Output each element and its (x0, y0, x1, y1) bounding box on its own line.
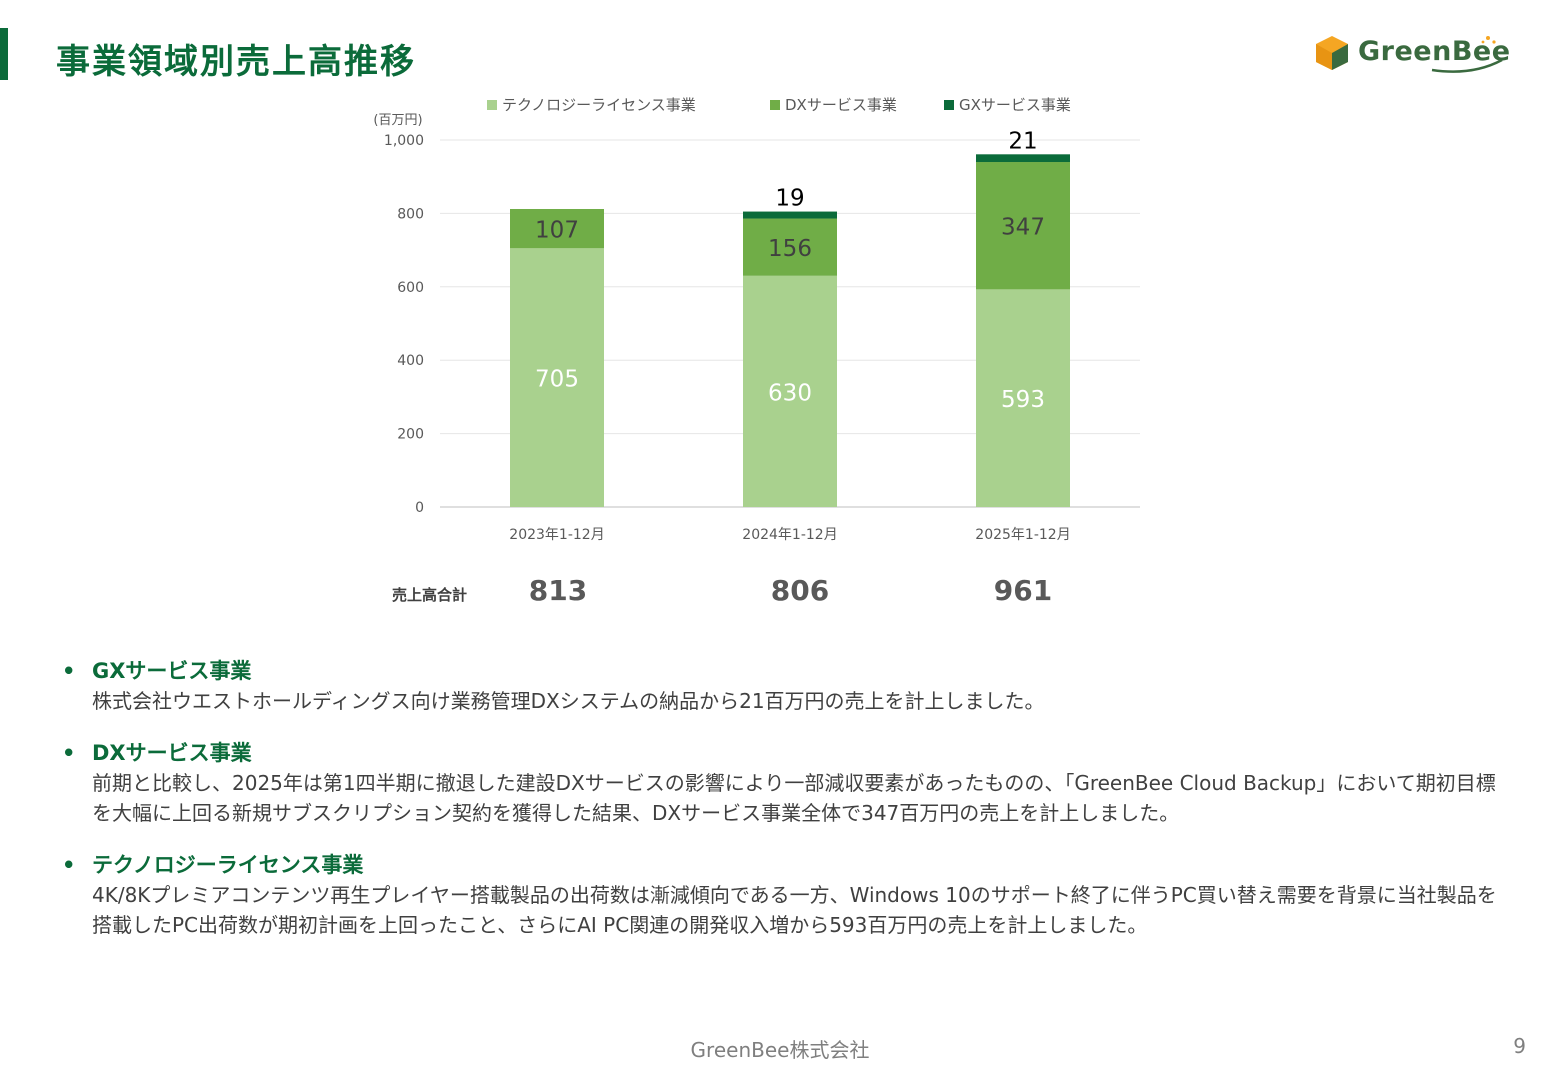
hexagon-logo-icon (1316, 36, 1348, 70)
bar-segment (976, 154, 1070, 163)
note-body: 4K/8Kプレミアコンテンツ再生プレイヤー搭載製品の出荷数は漸減傾向である一方、… (92, 883, 1497, 937)
notes-list: • GXサービス事業 株式会社ウエストホールディングス向け業務管理DXシステムの… (58, 656, 1508, 962)
bar-segment (976, 289, 1070, 507)
legend-swatch (944, 100, 954, 110)
logo-wordmark: GreenBee (1358, 36, 1511, 67)
totals-label: 売上高合計 (392, 586, 468, 604)
y-unit-label: (百万円) (373, 113, 422, 128)
bullet-icon: • (62, 659, 76, 683)
title-accent-bar (0, 28, 8, 80)
footer-company: GreenBee株式会社 (690, 1038, 870, 1062)
note-heading: GXサービス事業 (92, 659, 252, 683)
y-tick-label: 1,000 (384, 133, 424, 149)
legend-swatch (770, 100, 780, 110)
total-value-2024: 806 (770, 574, 830, 607)
legend-label: テクノロジーライセンス事業 (502, 96, 696, 114)
x-tick-label: 2025年1-12月 (975, 527, 1070, 543)
legend-label: DXサービス事業 (785, 96, 897, 114)
logo-swoosh-icon (1431, 36, 1503, 73)
stacked-bar-chart: 0 200 400 600 800 1,000 (百万円) テクノロジーライセンス事業 DXサー… (373, 96, 1140, 543)
data-label: 156 (768, 236, 812, 262)
note-gx: • GXサービス事業 株式会社ウエストホールディングス向け業務管理DXシステムの… (58, 656, 1508, 716)
bullet-icon: • (62, 853, 76, 877)
bar-segment (743, 218, 837, 276)
note-dx: • DXサービス事業 前期と比較し、2025年は第1四半期に撤退した建設DXサー… (58, 738, 1508, 828)
y-tick-label: 400 (397, 353, 424, 369)
page-title: 事業領域別売上高推移 (56, 42, 416, 82)
bar-segment (976, 162, 1070, 290)
x-tick-label: 2023年1-12月 (509, 527, 604, 543)
data-label: 107 (535, 218, 579, 244)
note-heading: DXサービス事業 (92, 741, 252, 765)
data-label: 593 (1001, 387, 1045, 413)
legend-label: GXサービス事業 (959, 96, 1071, 114)
y-tick-label: 200 (397, 427, 424, 443)
note-body: 前期と比較し、2025年は第1四半期に撤退した建設DXサービスの影響により一部減… (92, 771, 1496, 825)
y-tick-label: 600 (397, 280, 424, 296)
y-tick-label: 0 (415, 500, 424, 516)
data-label: 19 (775, 186, 804, 212)
note-heading: テクノロジーライセンス事業 (92, 853, 364, 877)
total-value-2025: 961 (993, 574, 1053, 607)
bar-segment (743, 275, 837, 507)
data-label: 21 (1008, 128, 1037, 154)
bar-segment (510, 208, 604, 249)
data-label: 630 (768, 380, 812, 406)
data-label: 705 (535, 367, 579, 393)
note-tech: • テクノロジーライセンス事業 4K/8Kプレミアコンテンツ再生プレイヤー搭載製… (58, 850, 1508, 940)
bar-segment (510, 248, 604, 507)
bar-segment (743, 211, 837, 219)
data-label: 347 (1001, 215, 1045, 241)
x-tick-label: 2024年1-12月 (742, 527, 837, 543)
page-number: 9 (1513, 1034, 1526, 1058)
note-body: 株式会社ウエストホールディングス向け業務管理DXシステムの納品から21百万円の売… (92, 689, 1045, 713)
legend-swatch (487, 100, 497, 110)
company-logo: GreenBee (1312, 30, 1512, 80)
y-tick-label: 800 (397, 206, 424, 222)
total-value-2023: 813 (528, 574, 588, 607)
bullet-icon: • (62, 741, 76, 765)
